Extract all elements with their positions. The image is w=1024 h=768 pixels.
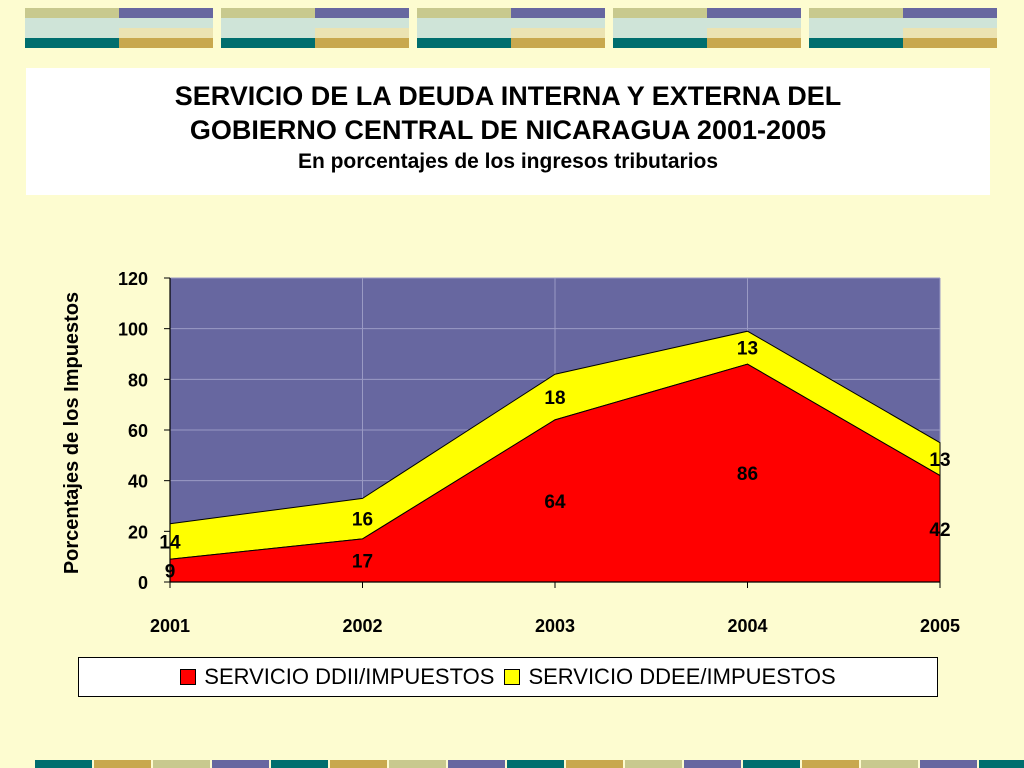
deco-strip-segment <box>920 760 977 768</box>
chart-title-line-1: SERVICIO DE LA DEUDA INTERNA Y EXTERNA D… <box>174 81 842 111</box>
x-tick-label: 2004 <box>727 616 767 636</box>
data-label-ddii: 17 <box>352 551 373 572</box>
y-tick-label: 0 <box>138 573 148 593</box>
data-label-ddee: 18 <box>544 388 565 409</box>
x-tick-label: 2002 <box>342 616 382 636</box>
deco-block <box>221 8 409 48</box>
data-label-ddii: 42 <box>929 520 950 541</box>
deco-strip-segment <box>743 760 800 768</box>
deco-strip-segment <box>979 760 1024 768</box>
area-series <box>169 330 941 583</box>
bottom-decorative-strip <box>35 760 1024 768</box>
deco-strip-segment <box>861 760 918 768</box>
deco-strip-segment <box>684 760 741 768</box>
deco-strip-segment <box>507 760 564 768</box>
top-decorative-banner <box>25 8 1015 48</box>
legend: SERVICIO DDII/IMPUESTOS SERVICIO DDEE/IM… <box>78 657 938 697</box>
data-label-ddee: 16 <box>352 510 373 531</box>
deco-block <box>809 8 997 48</box>
x-tick-label: 2001 <box>150 616 190 636</box>
data-label-ddee: 14 <box>159 532 181 553</box>
chart-title-box: SERVICIO DE LA DEUDA INTERNA Y EXTERNA D… <box>26 68 990 195</box>
data-label-ddii: 9 <box>165 562 176 583</box>
deco-strip-segment <box>625 760 682 768</box>
deco-strip-segment <box>389 760 446 768</box>
area-ddii <box>169 363 941 583</box>
y-tick-label: 40 <box>128 472 148 492</box>
deco-strip-segment <box>330 760 387 768</box>
chart-title-line-2: GOBIERNO CENTRAL DE NICARAGUA 2001-2005 <box>189 115 827 145</box>
legend-item-ddii: SERVICIO DDII/IMPUESTOS <box>180 664 494 690</box>
legend-label-ddee: SERVICIO DDEE/IMPUESTOS <box>528 664 836 689</box>
deco-block <box>613 8 801 48</box>
data-label-ddii: 86 <box>737 464 758 485</box>
data-label-ddee: 13 <box>737 339 758 360</box>
data-labels: 9 17 64 86 42 14 16 18 13 13 <box>159 339 950 583</box>
data-label-ddii: 64 <box>544 492 566 513</box>
legend-label-ddii: SERVICIO DDII/IMPUESTOS <box>204 664 495 689</box>
y-tick-label: 80 <box>128 370 148 390</box>
legend-item-ddee: SERVICIO DDEE/IMPUESTOS <box>504 664 836 690</box>
legend-swatch-ddee <box>504 669 521 685</box>
y-tick-label: 20 <box>128 522 148 542</box>
deco-strip-segment <box>448 760 505 768</box>
deco-strip-segment <box>94 760 151 768</box>
data-label-ddee: 13 <box>929 450 950 471</box>
x-tick-label: 2005 <box>920 616 960 636</box>
legend-swatch-ddii <box>180 669 197 685</box>
deco-strip-segment <box>35 760 92 768</box>
deco-strip-segment <box>566 760 623 768</box>
y-tick-label: 100 <box>118 320 148 340</box>
deco-strip-segment <box>271 760 328 768</box>
deco-strip-segment <box>802 760 859 768</box>
chart-subtitle: En porcentajes de los ingresos tributari… <box>297 150 719 173</box>
y-axis-title: Porcentajes de los Impuestos <box>61 292 83 574</box>
axes: 0 20 40 60 80 100 120 2001 2002 2003 2004 2005 <box>118 269 960 636</box>
deco-strip-segment <box>153 760 210 768</box>
deco-strip-segment <box>212 760 269 768</box>
deco-block <box>25 8 213 48</box>
deco-block <box>417 8 605 48</box>
y-tick-label: 60 <box>128 421 148 441</box>
y-tick-label: 120 <box>118 269 148 289</box>
x-tick-label: 2003 <box>535 616 575 636</box>
